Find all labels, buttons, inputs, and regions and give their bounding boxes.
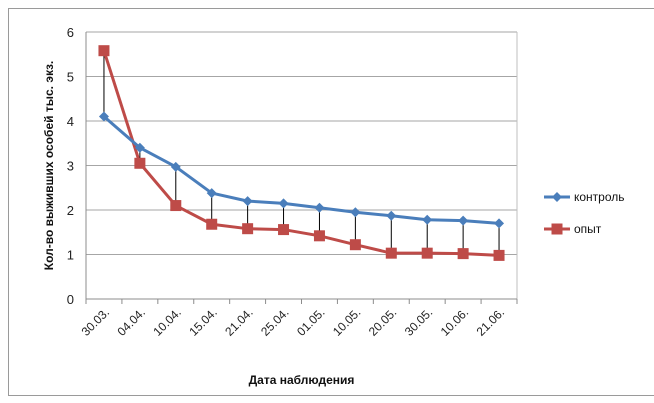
y-tick-label: 4 [67,114,74,129]
legend-label-control: контроль [574,190,625,204]
data-point-control [422,214,433,225]
data-point-experiment [206,218,218,230]
x-tick-label: 21.04. [222,305,255,338]
y-tick-label: 6 [67,25,74,40]
data-point-experiment [242,223,254,235]
data-point-control [206,188,217,199]
y-tick-label: 5 [67,70,74,85]
data-point-experiment [170,200,182,212]
x-tick-label: 30.05. [402,305,435,338]
x-tick-label: 21.06. [474,305,507,338]
data-point-experiment [421,247,433,259]
data-point-control [314,202,325,213]
series-line-control [102,115,500,225]
series-line-experiment [102,50,500,257]
legend-label-experiment: опыт [574,222,602,236]
y-tick-label: 0 [67,292,74,307]
line-chart: 0 1 2 3 4 5 6 30.03. 04.04. 10.04. 15.04. 21.04. 25.… [42,25,625,387]
x-tick-label: 10.05. [330,305,363,338]
data-point-control [98,111,109,122]
legend-marker-control [552,192,562,202]
chart-frame: 0 1 2 3 4 5 6 30.03. 04.04. 10.04. 15.04. 21.04. 25.… [8,8,654,396]
data-point-experiment [457,248,469,260]
data-point-control [386,210,397,221]
x-tick-label: 10.06. [438,305,471,338]
x-tick-label: 04.04. [114,305,147,338]
x-tick-label: 10.04. [150,305,183,338]
x-tick-label: 30.03. [79,305,112,338]
data-point-experiment [313,230,325,242]
x-tick-label: 20.05. [366,305,399,338]
y-tick-label: 1 [67,248,74,263]
data-point-experiment [493,249,505,261]
data-point-control [494,218,505,229]
data-point-experiment [134,157,146,169]
x-tick-label: 15.04. [186,305,219,338]
data-point-control [170,161,181,172]
data-point-experiment [98,45,110,57]
x-tick-label: 01.05. [294,305,327,338]
data-point-control [242,196,253,207]
data-point-control [278,198,289,209]
data-point-control [350,207,361,218]
x-tick-label: 25.04. [258,305,291,338]
x-axis-title: Дата наблюдения [249,373,355,387]
data-point-experiment [278,224,290,236]
y-tick-label: 3 [67,159,74,174]
data-point-control [458,215,469,226]
data-point-experiment [385,247,397,259]
y-tick-label: 2 [67,203,74,218]
legend-marker-experiment [551,223,563,235]
data-point-experiment [349,239,361,251]
data-point-control [134,142,145,153]
y-axis-title: Кол-во выживших особей тыс. экз. [42,61,56,271]
